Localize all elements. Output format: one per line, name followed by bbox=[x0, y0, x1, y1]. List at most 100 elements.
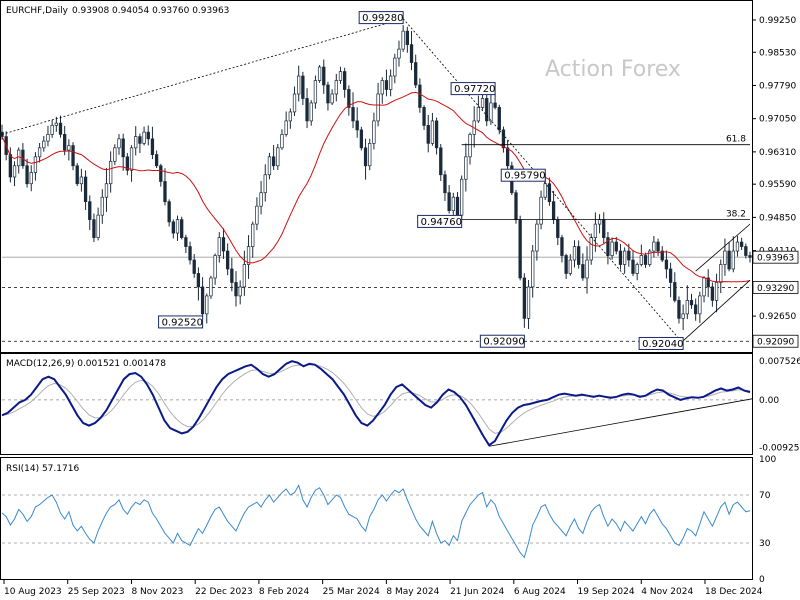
candle-body bbox=[434, 120, 439, 149]
candle-body bbox=[8, 154, 13, 178]
candle-body bbox=[288, 111, 292, 122]
swing-box bbox=[479, 334, 525, 348]
candle-body bbox=[673, 282, 677, 301]
candle-body bbox=[589, 237, 593, 261]
candle-body bbox=[71, 145, 75, 167]
candle-body bbox=[518, 219, 522, 279]
candle-body bbox=[246, 246, 251, 265]
rsi-line bbox=[1, 484, 751, 559]
candle-body bbox=[200, 286, 205, 315]
x-tick-label: 22 Dec 2023 bbox=[195, 587, 253, 597]
long-term-trend-line bbox=[1, 18, 404, 135]
rsi-panel-frame bbox=[0, 457, 753, 580]
candle-body bbox=[501, 129, 506, 149]
candle-body bbox=[614, 241, 618, 252]
candle-body bbox=[426, 125, 430, 144]
rsi-y-tick-label: 30 bbox=[759, 539, 771, 549]
candle-body bbox=[355, 120, 359, 131]
candle-body bbox=[100, 196, 104, 216]
candle-body bbox=[451, 196, 455, 212]
y-tick-label: 0.97790 bbox=[759, 81, 796, 91]
candle-body bbox=[397, 48, 401, 59]
candle-body bbox=[480, 98, 485, 108]
candle-body bbox=[618, 250, 623, 265]
candle-body bbox=[464, 156, 468, 180]
macd-title: MACD(12,26,9) 0.001521 0.001478 bbox=[6, 359, 166, 369]
candle-body bbox=[188, 246, 192, 261]
candle-body bbox=[317, 66, 322, 81]
candle-body bbox=[455, 196, 460, 216]
candle-body bbox=[334, 80, 338, 95]
candle-body bbox=[372, 120, 376, 144]
candle-body bbox=[338, 71, 343, 81]
current-price-box bbox=[752, 250, 799, 264]
moving-average-line bbox=[1, 91, 751, 283]
candle-body bbox=[543, 183, 547, 198]
candle-body bbox=[271, 156, 276, 167]
candle-body bbox=[313, 80, 318, 104]
candle-body bbox=[63, 134, 67, 151]
swing-label: 0.92520 bbox=[162, 317, 203, 328]
candle-body bbox=[727, 250, 731, 270]
candle-body bbox=[54, 122, 58, 126]
candle-body bbox=[238, 286, 242, 297]
candle-body bbox=[330, 93, 334, 104]
candle-body bbox=[652, 241, 656, 252]
candle-body bbox=[710, 286, 715, 301]
candle-body bbox=[117, 138, 121, 149]
main-y-axis: 0.99250 0.98530 0.97790 0.97050 0.96310 0.955… bbox=[752, 16, 799, 348]
candle-body bbox=[698, 295, 702, 315]
x-tick-label: 25 Sep 2023 bbox=[68, 587, 125, 597]
candle-body bbox=[656, 241, 660, 252]
candle-body bbox=[585, 259, 589, 279]
candle-body bbox=[297, 75, 301, 95]
candle-body bbox=[142, 131, 146, 144]
candle-body bbox=[531, 250, 535, 288]
support-level-box bbox=[752, 280, 799, 294]
candle-body bbox=[660, 250, 664, 261]
candle-body bbox=[597, 219, 602, 225]
candle-body bbox=[572, 246, 577, 261]
candle-body bbox=[627, 250, 631, 261]
candle-body bbox=[42, 140, 46, 149]
candle-body bbox=[192, 259, 196, 274]
candle-body bbox=[159, 165, 163, 182]
candle-body bbox=[138, 136, 142, 144]
candle-body bbox=[380, 80, 384, 95]
swing-label: 0.95790 bbox=[504, 171, 545, 182]
candle-body bbox=[58, 122, 63, 135]
main-levels bbox=[2, 256, 752, 342]
candle-body bbox=[581, 264, 585, 279]
candle-body bbox=[631, 259, 635, 274]
rsi-y-tick-label: 70 bbox=[759, 491, 771, 501]
candle-body bbox=[276, 147, 280, 167]
candle-body bbox=[163, 181, 167, 203]
x-tick-label: 19 Sep 2024 bbox=[578, 587, 635, 597]
candle-body bbox=[388, 75, 393, 90]
candle-body bbox=[547, 183, 552, 203]
candle-body bbox=[259, 192, 263, 207]
candle-body bbox=[430, 120, 435, 144]
candle-body bbox=[668, 268, 673, 283]
candle-body bbox=[113, 147, 117, 162]
candle-body bbox=[664, 259, 669, 270]
rsi-series bbox=[1, 484, 752, 559]
candle-body bbox=[33, 156, 38, 173]
candle-body bbox=[723, 250, 727, 265]
candle-body bbox=[384, 80, 389, 90]
candle-body bbox=[267, 156, 272, 176]
candle-body bbox=[702, 277, 706, 297]
candle-body bbox=[606, 237, 610, 256]
candle-body bbox=[739, 241, 744, 247]
candle-body bbox=[104, 183, 109, 198]
candle-body bbox=[96, 214, 100, 238]
fib-382-label: 38.2 bbox=[726, 210, 746, 220]
candle-body bbox=[468, 134, 472, 158]
candle-body bbox=[205, 295, 209, 315]
candle-body bbox=[409, 44, 414, 63]
candle-body bbox=[146, 131, 150, 140]
candle-body bbox=[292, 93, 297, 113]
x-tick-label: 25 Mar 2024 bbox=[323, 587, 380, 597]
x-tick-label: 10 Aug 2023 bbox=[4, 587, 62, 597]
candle-body bbox=[714, 282, 719, 301]
